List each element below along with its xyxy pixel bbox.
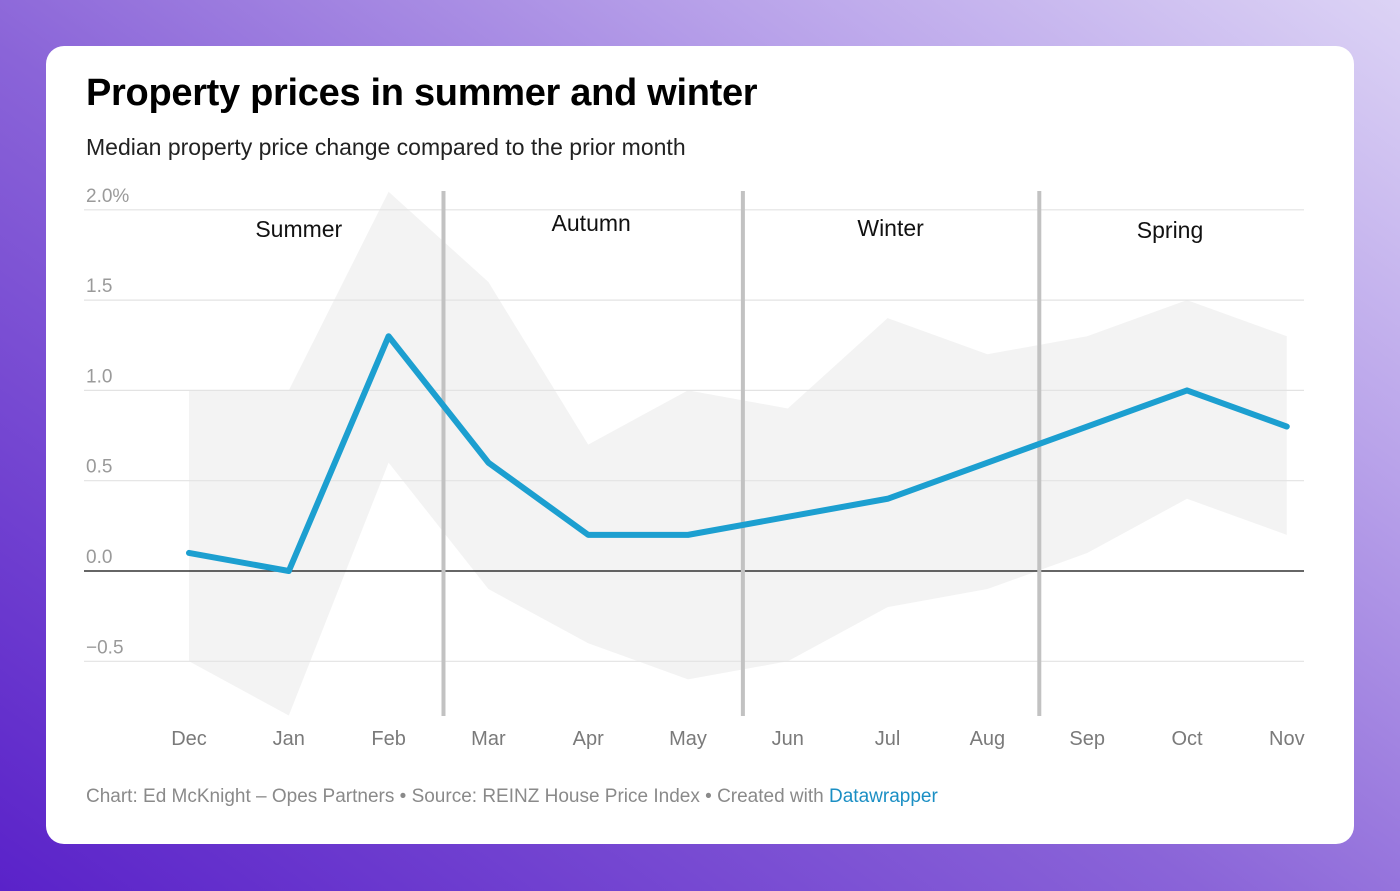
y-axis-group: 2.0% 1.5 1.0 0.5 0.0 −0.5 (86, 186, 129, 658)
x-tick-label: May (669, 728, 707, 750)
range-band (189, 191, 1287, 716)
x-tick-label: Dec (171, 728, 207, 750)
y-tick-label: 1.5 (86, 276, 112, 297)
data-point (785, 514, 791, 520)
data-point (485, 460, 491, 466)
series-line-group (186, 333, 1290, 574)
data-point (286, 568, 292, 574)
x-tick-label: Aug (970, 728, 1006, 750)
chart-card: Property prices in summer and winter Med… (46, 46, 1354, 844)
x-tick-label: Oct (1171, 728, 1203, 750)
data-point (1084, 424, 1090, 430)
season-label: Autumn (552, 210, 631, 236)
series-line (186, 333, 1290, 574)
season-labels-group: Summer Autumn Winter Spring (255, 210, 1203, 243)
y-tick-label: 0.0 (86, 547, 112, 568)
x-tick-label: Nov (1269, 728, 1305, 750)
range-band-group (189, 191, 1287, 716)
x-tick-label: Jun (772, 728, 804, 750)
data-point (1184, 387, 1190, 393)
y-tick-label: 0.5 (86, 457, 112, 478)
y-tick-label: 1.0 (86, 366, 112, 387)
chart-subtitle: Median property price change compared to… (86, 134, 686, 160)
data-point (885, 496, 891, 502)
x-tick-label: Apr (573, 728, 604, 750)
season-dividers-group (441, 191, 1042, 716)
x-tick-label: Mar (471, 728, 506, 750)
data-point (386, 333, 392, 339)
x-tick-label: Jul (875, 728, 901, 750)
data-point (186, 550, 192, 556)
data-point (1284, 424, 1290, 430)
y-tick-label: 2.0% (86, 186, 129, 207)
chart-footer: Chart: Ed McKnight – Opes Partners • Sou… (86, 786, 938, 808)
data-point (585, 532, 591, 538)
season-label: Spring (1137, 217, 1203, 243)
line-chart: Summer Autumn Winter Spring 2.0% 1.5 1.0 0.5 0.… (84, 186, 1305, 750)
data-point (984, 460, 990, 466)
x-tick-label: Sep (1069, 728, 1105, 750)
x-tick-label: Feb (371, 728, 405, 750)
datawrapper-link[interactable]: Datawrapper (829, 786, 938, 807)
season-label: Summer (255, 216, 342, 242)
y-tick-label: −0.5 (86, 637, 124, 658)
chart-title: Property prices in summer and winter (86, 72, 758, 114)
footer-credit: Chart: Ed McKnight – Opes Partners • Sou… (86, 786, 830, 807)
x-tick-label: Jan (273, 728, 305, 750)
season-label: Winter (857, 215, 924, 241)
data-point (685, 532, 691, 538)
x-axis-group: Dec Jan Feb Mar Apr May Jun Jul Aug Sep Oct Nov (171, 728, 1304, 750)
